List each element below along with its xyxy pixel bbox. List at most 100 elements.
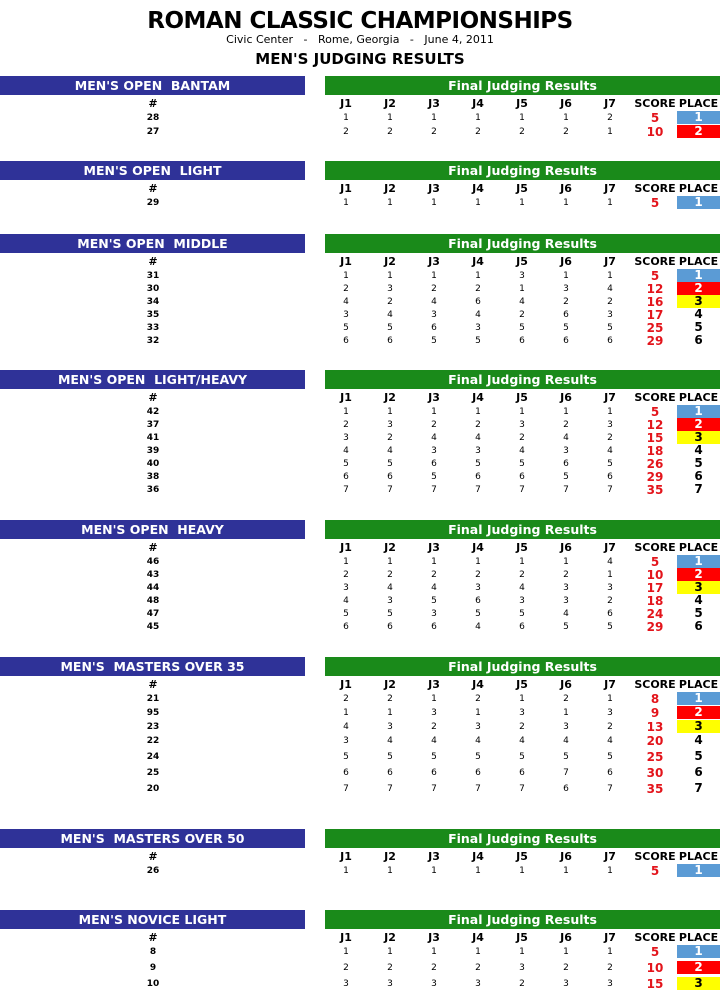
judge-score: 6 xyxy=(431,622,437,632)
judge-score: 3 xyxy=(519,420,525,430)
judge-score: 1 xyxy=(431,407,437,417)
judge-score: 6 xyxy=(607,472,613,482)
judge-score: 1 xyxy=(343,557,349,567)
judge-score: 6 xyxy=(519,622,525,632)
place-badge: 4 xyxy=(694,593,703,607)
judge-score: 3 xyxy=(607,583,613,593)
total-score: 29 xyxy=(646,334,664,348)
col-header-score: SCORE xyxy=(634,182,676,195)
final-results-label: Final Judging Results xyxy=(325,910,720,929)
col-header-judge: J4 xyxy=(472,391,484,404)
judge-score: 3 xyxy=(519,963,525,973)
judge-score: 2 xyxy=(343,284,349,294)
judge-score: 4 xyxy=(431,433,437,443)
judge-score: 3 xyxy=(519,271,525,281)
total-score: 30 xyxy=(646,766,664,780)
place-badge: 6 xyxy=(694,619,703,633)
total-score: 5 xyxy=(650,111,660,125)
judge-score: 3 xyxy=(387,284,393,294)
judge-score: 1 xyxy=(343,198,349,208)
judge-score: 2 xyxy=(431,722,437,732)
judge-score: 2 xyxy=(475,570,481,580)
category-title: MEN'S OPEN LIGHT xyxy=(0,161,305,180)
judge-score: 2 xyxy=(563,963,569,973)
col-header-judge: J3 xyxy=(428,678,440,691)
judge-score: 5 xyxy=(387,323,393,333)
col-header-place: PLACE xyxy=(678,541,719,554)
competitor-number: 45 xyxy=(146,622,160,632)
judge-score: 4 xyxy=(475,310,481,320)
judge-score: 1 xyxy=(607,127,613,137)
col-header-judge: J6 xyxy=(560,541,572,554)
judge-score: 4 xyxy=(431,736,437,746)
place-badge: 7 xyxy=(694,482,703,496)
competitor-number: 29 xyxy=(146,198,160,208)
competitor-number: 35 xyxy=(146,310,160,320)
judge-score: 1 xyxy=(387,557,393,567)
final-results-label: Final Judging Results xyxy=(325,520,720,539)
judge-score: 1 xyxy=(519,947,525,957)
competitor-number: 32 xyxy=(146,336,160,346)
col-header-place: PLACE xyxy=(678,931,719,944)
place-badge: 1 xyxy=(677,405,720,418)
place-badge: 2 xyxy=(677,282,720,295)
final-results-label: Final Judging Results xyxy=(325,657,720,676)
col-header-score: SCORE xyxy=(634,255,676,268)
total-score: 35 xyxy=(646,782,664,796)
total-score: 29 xyxy=(646,470,664,484)
judge-score: 1 xyxy=(519,198,525,208)
total-score: 17 xyxy=(646,581,664,595)
col-header-judge: J5 xyxy=(516,97,528,110)
col-header-score: SCORE xyxy=(634,850,676,863)
judge-score: 1 xyxy=(431,113,437,123)
judge-score: 2 xyxy=(431,963,437,973)
competitor-number: 27 xyxy=(146,127,160,137)
col-header-judge: J5 xyxy=(516,391,528,404)
judge-score: 2 xyxy=(387,433,393,443)
judge-score: 4 xyxy=(343,446,349,456)
judge-score: 2 xyxy=(343,127,349,137)
judge-score: 7 xyxy=(431,784,437,794)
col-header-judge: J2 xyxy=(384,931,396,944)
judge-score: 5 xyxy=(475,336,481,346)
judge-score: 3 xyxy=(475,446,481,456)
judge-score: 6 xyxy=(343,622,349,632)
judge-score: 5 xyxy=(519,609,525,619)
judge-score: 1 xyxy=(431,557,437,567)
judge-score: 4 xyxy=(387,446,393,456)
judge-score: 4 xyxy=(607,557,613,567)
place-badge: 5 xyxy=(694,320,703,334)
judge-score: 2 xyxy=(519,570,525,580)
competitor-number: 9 xyxy=(149,963,157,973)
judge-score: 2 xyxy=(431,284,437,294)
judge-score: 2 xyxy=(563,694,569,704)
col-header-score: SCORE xyxy=(634,391,676,404)
total-score: 17 xyxy=(646,308,664,322)
judge-score: 7 xyxy=(343,784,349,794)
judge-score: 1 xyxy=(563,947,569,957)
col-header-num: # xyxy=(148,850,158,863)
col-header-place: PLACE xyxy=(678,255,719,268)
col-header-judge: J5 xyxy=(516,541,528,554)
competitor-number: 28 xyxy=(146,113,160,123)
judge-score: 3 xyxy=(563,722,569,732)
col-header-judge: J1 xyxy=(340,255,352,268)
judge-score: 6 xyxy=(519,472,525,482)
judge-score: 4 xyxy=(607,446,613,456)
judge-score: 1 xyxy=(387,407,393,417)
judge-score: 3 xyxy=(387,596,393,606)
judge-score: 1 xyxy=(431,271,437,281)
place-badge: 1 xyxy=(677,692,720,705)
judge-score: 1 xyxy=(431,947,437,957)
judge-score: 1 xyxy=(475,271,481,281)
col-header-judge: J6 xyxy=(560,931,572,944)
competitor-number: 40 xyxy=(146,459,160,469)
judge-score: 2 xyxy=(607,596,613,606)
col-header-judge: J4 xyxy=(472,850,484,863)
judge-score: 1 xyxy=(387,113,393,123)
judge-score: 2 xyxy=(387,694,393,704)
judge-score: 2 xyxy=(607,297,613,307)
judge-score: 5 xyxy=(563,472,569,482)
judge-score: 2 xyxy=(519,310,525,320)
judge-score: 2 xyxy=(343,694,349,704)
